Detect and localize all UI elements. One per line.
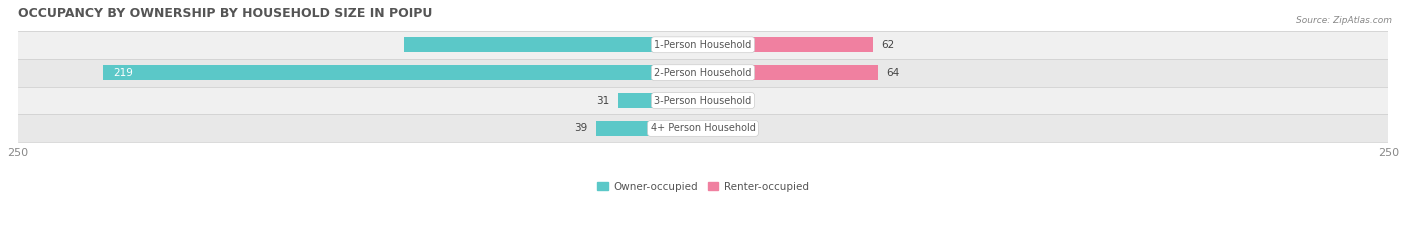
Text: 5: 5 <box>725 96 731 106</box>
Bar <box>17 31 1389 59</box>
Bar <box>619 93 703 108</box>
Text: 4+ Person Household: 4+ Person Household <box>651 123 755 134</box>
Text: 62: 62 <box>882 40 894 50</box>
Text: 109: 109 <box>678 40 697 50</box>
Text: 219: 219 <box>114 68 134 78</box>
Text: 39: 39 <box>575 123 588 134</box>
Bar <box>404 37 703 52</box>
Bar <box>17 59 1389 87</box>
Bar <box>17 114 1389 142</box>
Text: Source: ZipAtlas.com: Source: ZipAtlas.com <box>1296 16 1392 25</box>
Text: 31: 31 <box>596 96 610 106</box>
Text: OCCUPANCY BY OWNERSHIP BY HOUSEHOLD SIZE IN POIPU: OCCUPANCY BY OWNERSHIP BY HOUSEHOLD SIZE… <box>17 7 432 20</box>
Bar <box>596 121 703 136</box>
Text: 2-Person Household: 2-Person Household <box>654 68 752 78</box>
Text: 3-Person Household: 3-Person Household <box>654 96 752 106</box>
Bar <box>703 93 717 108</box>
Text: 1-Person Household: 1-Person Household <box>654 40 752 50</box>
Bar <box>17 87 1389 114</box>
Text: 64: 64 <box>887 68 900 78</box>
Bar <box>703 37 873 52</box>
Bar <box>703 65 879 80</box>
Bar <box>103 65 703 80</box>
Legend: Owner-occupied, Renter-occupied: Owner-occupied, Renter-occupied <box>593 178 813 196</box>
Text: 9: 9 <box>735 123 742 134</box>
Bar <box>703 121 728 136</box>
